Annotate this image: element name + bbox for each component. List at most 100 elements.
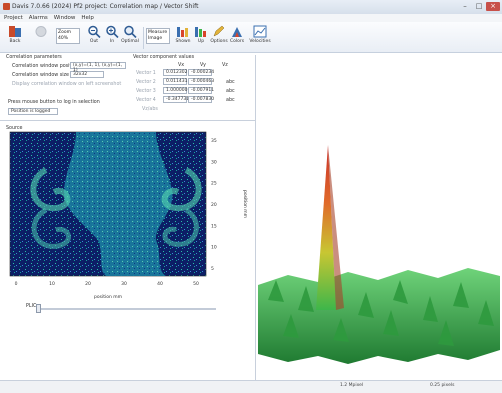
menu-window[interactable]: Window [53,15,76,21]
vortex-left-lower [31,207,71,249]
options-button[interactable]: Options [208,25,230,49]
shown-button[interactable]: Shown [172,25,194,49]
correlation-heading: Correlation parameters [6,55,62,60]
zoom-dropdown-value: 40% [58,36,69,41]
y-tick-label: 25 [211,181,217,187]
x-tick-label: 40 [157,281,163,287]
back-button[interactable]: Back [4,25,26,49]
display-checkbox-label[interactable]: Display correlation window on left scree… [12,82,122,87]
surface-ridges [268,280,494,346]
menu-project[interactable]: Project [4,15,23,21]
vector-cell: 1.000000 [163,87,187,94]
zoom-out-button[interactable]: Out [83,25,105,49]
maximize-icon[interactable]: □ [475,2,483,10]
vector-cell: -0.347731 [163,96,189,103]
zoom-out-label: Out [89,39,99,44]
up-label: Up [197,39,205,44]
col-header-vz: Vz [222,63,228,68]
minimize-icon[interactable]: – [463,2,467,10]
back-icon [9,26,21,37]
arrow-up-icon [195,27,206,37]
correlation-surface-plot [258,145,500,364]
vector-row-label: Vector 2 [136,80,156,85]
vertical-splitter[interactable] [255,55,256,380]
colors-label: Colors [229,39,245,44]
y-axis-label: position mm [242,190,248,218]
zoom-optimal-label: Optimal [121,39,139,44]
zoom-optimal-icon [124,25,137,38]
y-axis-ticks: 35 30 25 20 15 10 5 [211,138,217,272]
window-title: Davis 7.0.66 (2024) Pf2 project: Correla… [12,3,199,10]
app-icon [3,3,10,10]
vortex-right-lower [162,207,199,247]
correlation-peak [316,145,336,310]
bars-icon [177,27,188,37]
velocities-button[interactable]: Velocities [249,25,271,49]
slider-thumb[interactable] [36,304,41,313]
vector-heading: Vector component values [133,55,195,60]
vector-cell: -0.007830 [188,96,214,103]
measure-dropdown[interactable]: Measure Image [146,28,170,44]
colors-button[interactable]: Colors [226,25,248,49]
vortex-left [30,167,71,212]
disabled-icon [35,26,47,37]
chart-icon [253,25,267,38]
status-pixel-count: 1.2 Mpixel [340,383,364,388]
menu-alarms[interactable]: Alarms [28,15,48,21]
size-label: Correlation window size [12,73,70,78]
status-bar: 1.2 Mpixel 0.25 pixels [0,380,502,393]
vector-row-label: Vector 4 [136,98,156,103]
vector-unit: abc [226,89,235,94]
menu-bar: Project Alarms Window Help [0,14,502,22]
x-tick-label: 20 [85,281,91,287]
close-icon[interactable]: × [486,2,500,11]
slider-label: PLIC [26,304,37,309]
plume-shape [63,132,173,276]
vector-cell: -0.007911 [188,87,214,94]
velocities-label: Velocities [249,39,271,44]
x-axis-label: position mm [94,294,122,300]
palette-icon [232,27,242,37]
vector-cell: -0.000234 [188,69,214,76]
up-button[interactable]: Up [190,25,212,49]
correlation-peak-shade [328,145,344,310]
zoom-in-button[interactable]: In [101,25,123,49]
measure-dropdown-value: Image [148,36,163,41]
position-field[interactable]: (x,y)=(1, 1), (x,y)=(1, 1) [70,62,126,73]
vector-cell: -0.000463 [188,78,214,85]
size-dropdown[interactable]: 32x32 [70,71,104,78]
vector-row-label: Vector 1 [136,71,156,76]
zoom-dropdown-label: Zoom [58,30,71,35]
shown-label: Shown [175,39,191,44]
y-tick-label: 15 [211,223,217,229]
zoom-in-label: In [109,39,115,44]
col-header-vx: Vx [178,63,185,68]
vector-row-label: Vector 3 [136,89,156,94]
slider-track[interactable] [36,308,216,310]
x-tick-label: 30 [121,281,127,287]
panel-divider [0,120,255,121]
vector-unit: abc [226,80,235,85]
status-resolution: 0.25 pixels [430,383,455,388]
zoom-out-icon [88,25,101,38]
toolbar-divider [143,27,144,49]
y-tick-label: 30 [211,159,217,165]
y-tick-label: 10 [211,245,217,251]
vector-footer: Vz/abs [142,107,158,112]
col-header-vy: Vy [200,63,206,68]
menu-help[interactable]: Help [81,15,94,21]
vector-unit: abc [226,98,235,103]
x-axis-ticks: 0 10 20 30 40 50 [15,281,199,287]
zoom-optimal-button[interactable]: Optimal [119,25,141,49]
flow-image-plot[interactable]: 0 10 20 30 40 50 35 30 25 20 15 10 5 position mm po… [6,130,252,302]
y-tick-label: 35 [211,138,217,144]
measure-dropdown-label: Measure [148,30,168,35]
vortex-right [161,167,202,212]
mouse-status-field: Position is logged [8,108,58,115]
source-label: Source [6,126,23,131]
options-label: Options [210,39,228,44]
zoom-dropdown[interactable]: Zoom 40% [56,28,80,44]
back-button-label: Back [9,39,21,44]
disabled-button[interactable] [30,25,52,49]
x-tick-label: 10 [49,281,55,287]
